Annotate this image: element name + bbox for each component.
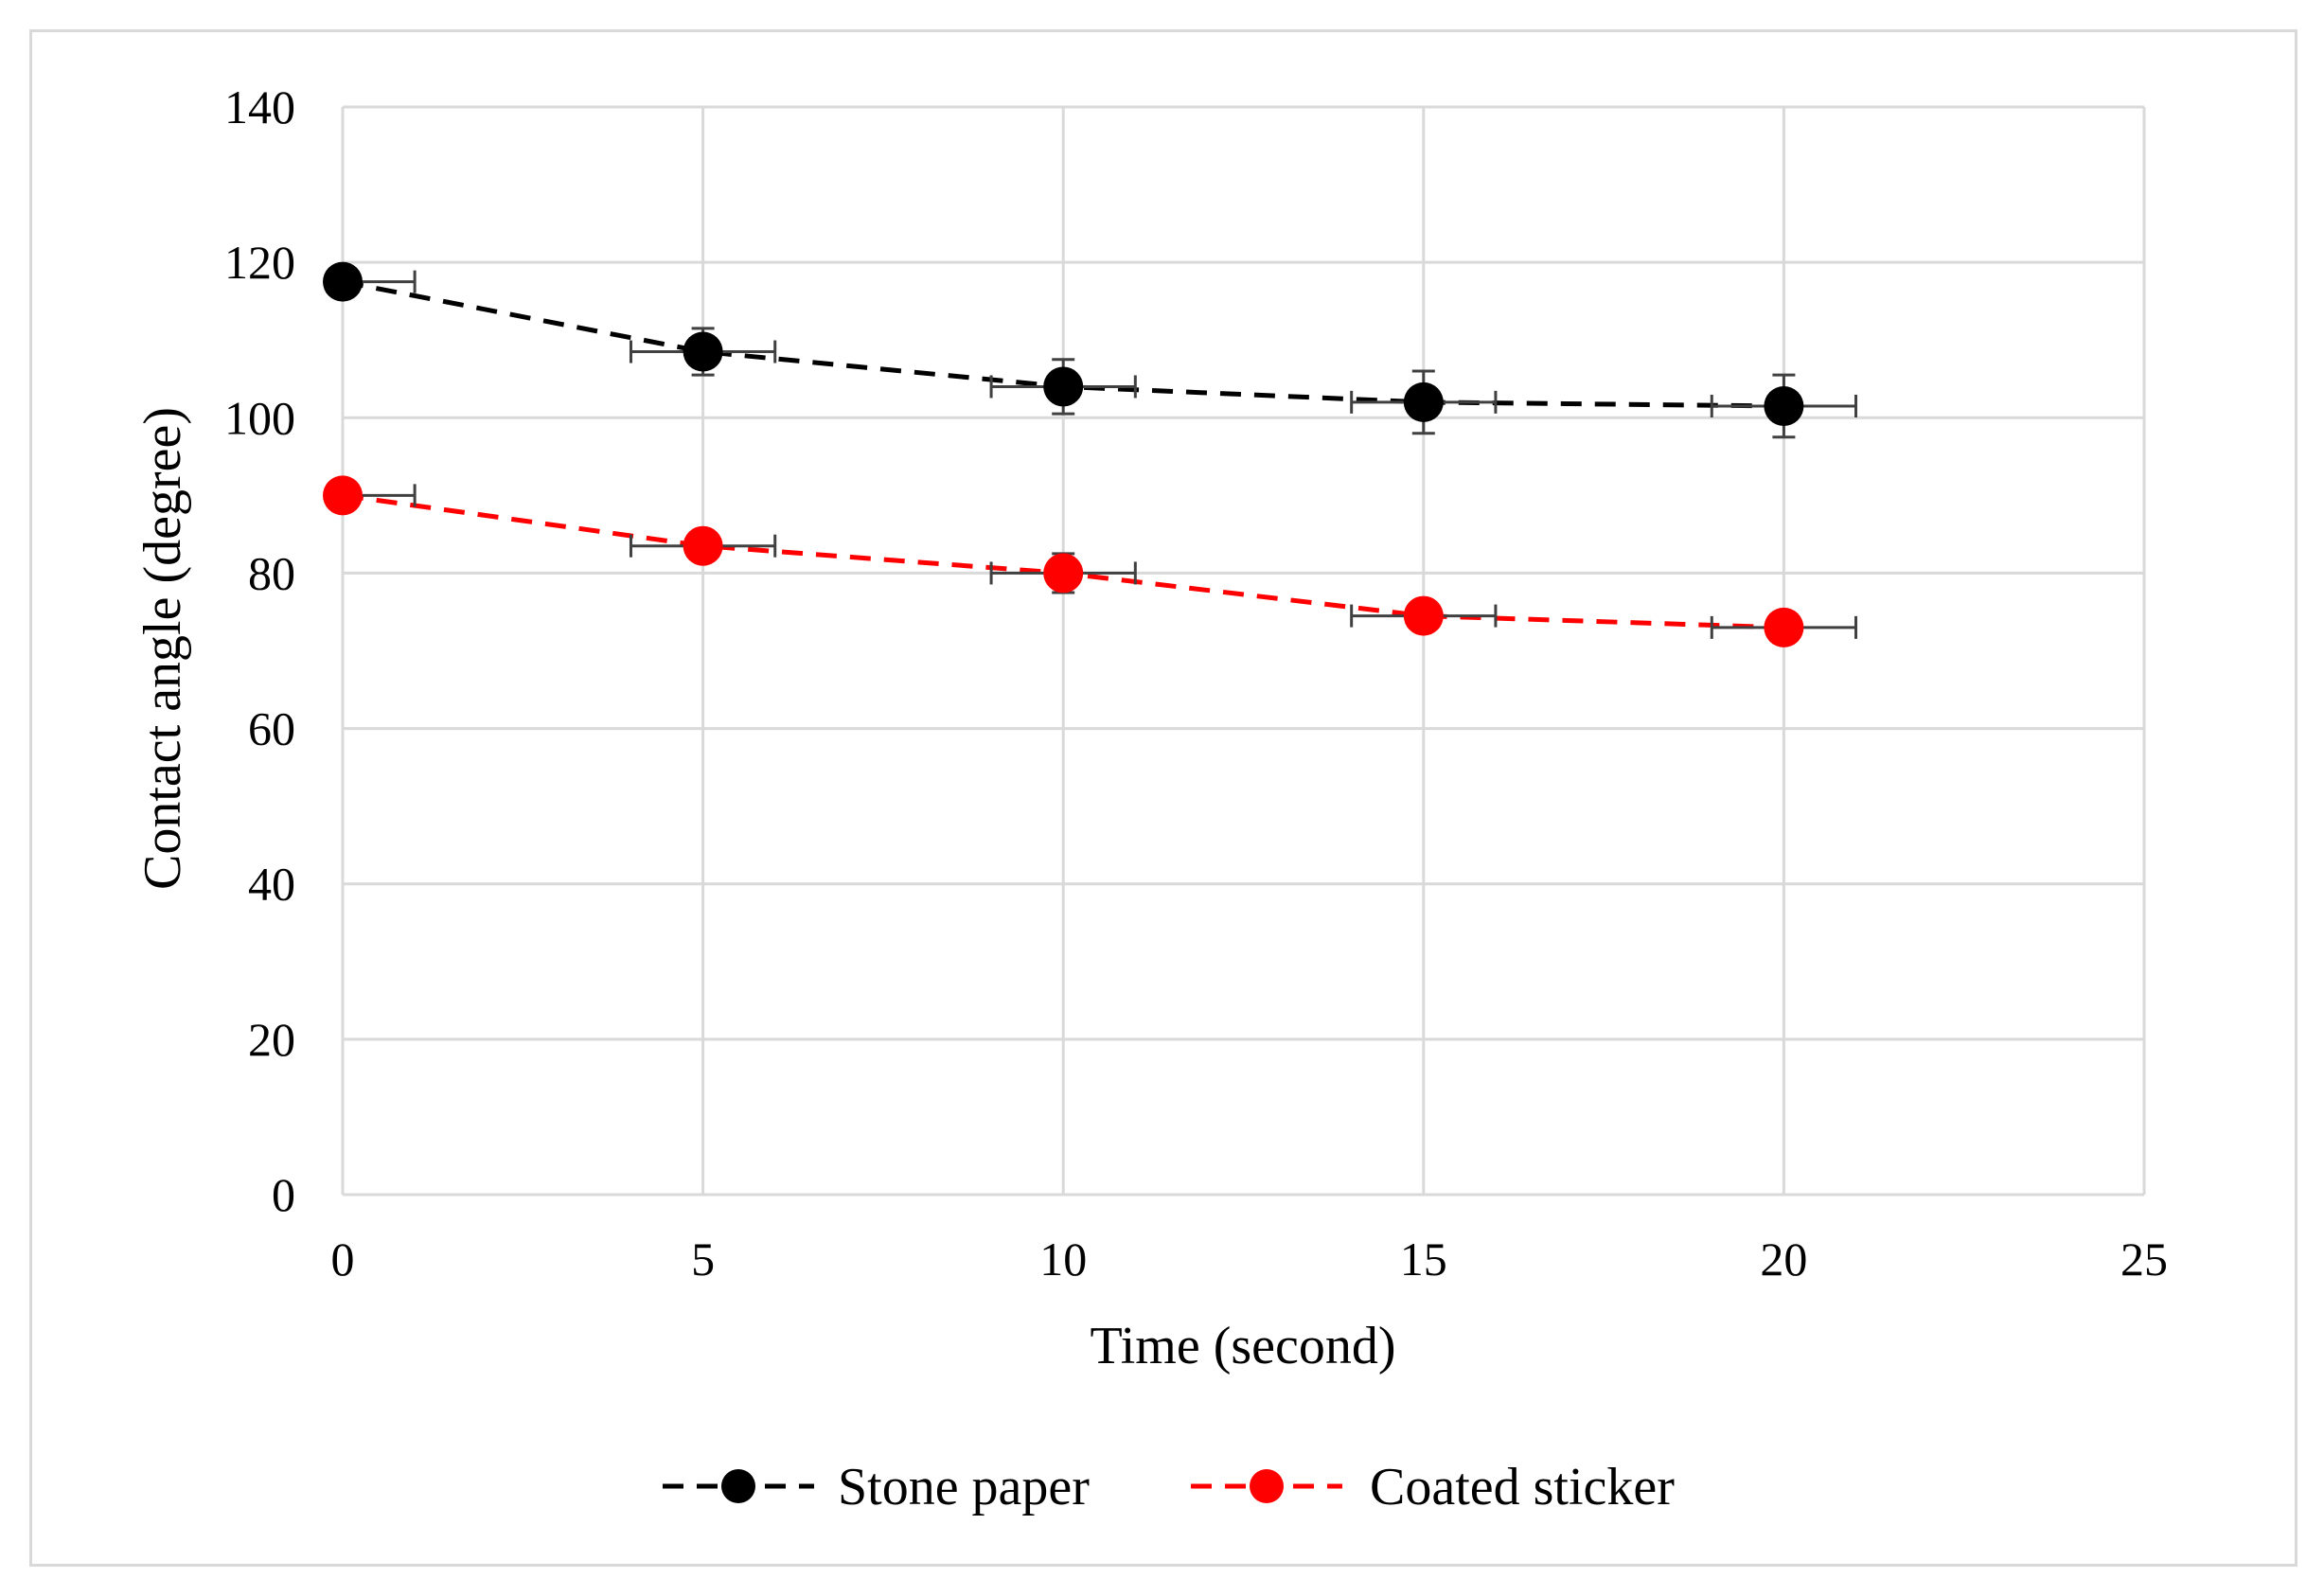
x-tick-label-25: 25	[2120, 1232, 2168, 1286]
y-tick-label-0: 0	[272, 1168, 295, 1221]
y-tick-label-20: 20	[248, 1013, 295, 1066]
point-coated-sticker-2	[1043, 553, 1084, 594]
y-tick-label-120: 120	[224, 236, 295, 289]
point-coated-sticker-1	[683, 525, 723, 566]
series-coated-sticker	[323, 475, 1858, 647]
point-stone-paper-1	[683, 331, 723, 372]
x-axis-title: Time (second)	[1090, 1317, 1395, 1375]
chart-frame	[29, 29, 2297, 1567]
point-stone-paper-2	[1043, 366, 1084, 407]
point-coated-sticker-4	[1764, 607, 1804, 647]
y-tick-label-140: 140	[224, 80, 295, 133]
legend-label-stone-paper: Stone paper	[838, 1458, 1090, 1516]
y-tick-label-100: 100	[224, 391, 295, 444]
y-axis-title: Contact angle (degree)	[133, 407, 192, 890]
y-tick-label-40: 40	[248, 858, 295, 911]
x-tick-label-10: 10	[1039, 1232, 1087, 1286]
point-stone-paper-4	[1764, 385, 1804, 426]
series-layer	[323, 261, 1858, 647]
legend-label-coated-sticker: Coated sticker	[1370, 1458, 1675, 1516]
legend: Stone paper Coated sticker	[663, 1458, 1675, 1516]
point-stone-paper-3	[1403, 381, 1444, 422]
x-tick-label-15: 15	[1400, 1232, 1447, 1286]
legend-item-coated-sticker: Coated sticker	[1191, 1458, 1675, 1516]
point-coated-sticker-3	[1403, 595, 1444, 636]
series-stone-paper	[323, 261, 1858, 439]
legend-marker-coated-sticker	[1250, 1469, 1284, 1503]
x-tick-label-20: 20	[1760, 1232, 1807, 1286]
legend-item-stone-paper: Stone paper	[663, 1458, 1090, 1516]
grid-layer	[341, 105, 2146, 1197]
y-tick-label-80: 80	[248, 546, 295, 599]
y-tick-label-60: 60	[248, 702, 295, 755]
x-tick-label-0: 0	[331, 1232, 355, 1286]
x-tick-label-5: 5	[691, 1232, 715, 1286]
point-coated-sticker-0	[323, 475, 363, 516]
point-stone-paper-0	[323, 261, 363, 302]
legend-marker-stone-paper	[721, 1469, 755, 1503]
axis-layer: 0 20 40 60 80 100 120 140 0 5 10 15 20 25	[224, 80, 2168, 1286]
